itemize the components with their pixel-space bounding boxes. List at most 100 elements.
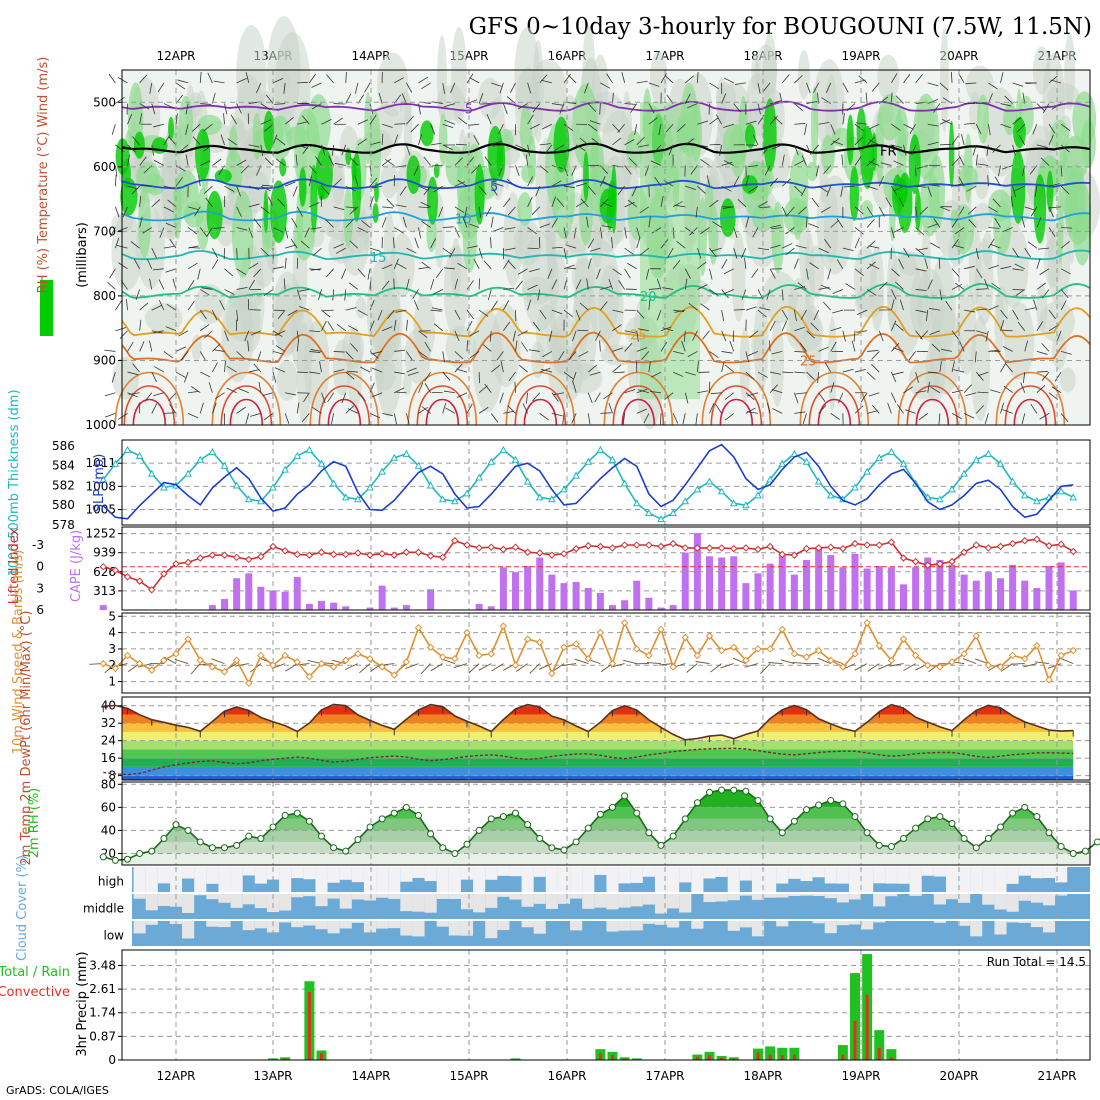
wind-barb xyxy=(135,289,141,300)
cloud-row-label: high xyxy=(98,875,124,889)
wind-barb xyxy=(769,320,776,331)
cloud-clear-cell xyxy=(933,894,946,905)
wind-barb xyxy=(478,185,487,195)
thickness-point xyxy=(111,459,120,467)
wind-tick-label: 2 xyxy=(108,658,116,672)
wind-barb xyxy=(712,221,722,228)
wind-barb xyxy=(721,185,732,192)
wind-barb xyxy=(109,227,116,238)
wind-barb xyxy=(1050,206,1062,209)
wind-barb xyxy=(853,330,856,342)
rh-gray-blob xyxy=(374,354,396,391)
surface-wind-barb xyxy=(562,663,577,666)
rh-moist-blob xyxy=(806,161,819,182)
lifted-index-point xyxy=(924,561,932,569)
wind-barb xyxy=(194,206,201,217)
wind-barb xyxy=(825,82,832,94)
wind-barb xyxy=(939,206,951,212)
wind-barb xyxy=(260,247,270,257)
wind-barb xyxy=(715,403,722,414)
wind-barb xyxy=(490,300,498,311)
surface-wind-barb xyxy=(623,659,637,665)
rh-gray-blob xyxy=(402,373,412,396)
lifted-index-point xyxy=(645,541,653,549)
date-label-bottom: 12APR xyxy=(156,1069,195,1083)
isotherm-label: -5 xyxy=(460,103,473,118)
wind-barb xyxy=(191,386,201,394)
wind-barb xyxy=(454,227,460,238)
cloud-clear-cell xyxy=(727,867,740,892)
wind-barb xyxy=(244,330,250,342)
cape-bar xyxy=(524,566,532,610)
wind-barb xyxy=(854,227,864,235)
wind-barb xyxy=(651,371,662,378)
wind-barb xyxy=(854,123,864,132)
wind-barb xyxy=(801,155,807,166)
cloud-clear-cell xyxy=(582,894,595,909)
wind-barb xyxy=(579,137,589,146)
rh2m-point xyxy=(742,787,750,795)
rh-gray-blob xyxy=(144,302,183,334)
wind-barb xyxy=(662,327,674,332)
wind-barb xyxy=(891,289,897,300)
rh2m-point xyxy=(693,799,701,807)
wind-barb xyxy=(197,268,201,280)
temp-band xyxy=(122,766,1074,776)
cloud-clear-cell xyxy=(1042,867,1056,878)
cloud-clear-cell xyxy=(994,867,1007,892)
wind-barb xyxy=(1003,385,1013,394)
lifted-index-point xyxy=(305,551,314,559)
isotherm-label: 20 xyxy=(640,290,657,305)
cloud-clear-cell xyxy=(521,894,534,907)
wind-barb xyxy=(414,237,419,249)
warm-contour xyxy=(603,371,674,426)
wind-barb xyxy=(175,113,178,125)
wind-barb xyxy=(753,134,759,146)
lifted-index-point xyxy=(730,544,738,553)
pressure-tick-label: 500 xyxy=(93,95,116,109)
cloud-clear-cell xyxy=(836,894,849,903)
cape-tick-label: 1252 xyxy=(85,527,116,541)
wind-barb xyxy=(794,411,806,414)
wind-barb xyxy=(405,278,410,290)
wind-barb xyxy=(139,103,150,110)
rh2m-point xyxy=(172,821,180,829)
rh-moist-blob xyxy=(1080,119,1096,168)
wind-barb xyxy=(142,227,152,234)
wind-barb xyxy=(381,158,392,166)
wind-barb xyxy=(276,137,286,146)
thickness-point xyxy=(693,485,702,493)
wind-barb xyxy=(371,351,383,355)
wind-barb xyxy=(794,144,799,156)
lifted-index-point xyxy=(487,543,495,551)
wind-barb xyxy=(236,159,247,166)
wind-barb xyxy=(347,325,359,332)
wind-barb xyxy=(856,309,868,316)
wind-barb xyxy=(331,413,335,425)
rh-moist-blob xyxy=(771,201,785,274)
surface-wind-barb xyxy=(817,657,831,665)
rh-moist-blob xyxy=(286,126,310,149)
warm-contour xyxy=(220,385,273,426)
wind-barb xyxy=(951,218,959,228)
wind-barb xyxy=(723,123,734,128)
wind-barb xyxy=(515,144,526,150)
wind-barb xyxy=(599,103,601,115)
surface-wind-barb xyxy=(430,663,443,672)
wind-barb xyxy=(418,103,421,115)
wind-barb xyxy=(236,248,238,260)
wind-barb xyxy=(332,289,335,301)
wind-barb xyxy=(965,392,977,397)
cape-bar xyxy=(208,605,216,610)
wind-barb xyxy=(213,349,225,352)
thickness-tick-label: 580 xyxy=(52,498,75,512)
wind-barb xyxy=(227,138,237,146)
wind-barb xyxy=(187,300,195,311)
cloud-clear-cell xyxy=(824,867,837,884)
rh2m-point xyxy=(427,830,435,838)
cloud-clear-cell xyxy=(812,867,825,878)
wind-barb xyxy=(601,225,613,228)
wind-barb xyxy=(687,351,698,358)
cloud-clear-cell xyxy=(133,867,146,892)
cloud-clear-cell xyxy=(945,894,959,900)
